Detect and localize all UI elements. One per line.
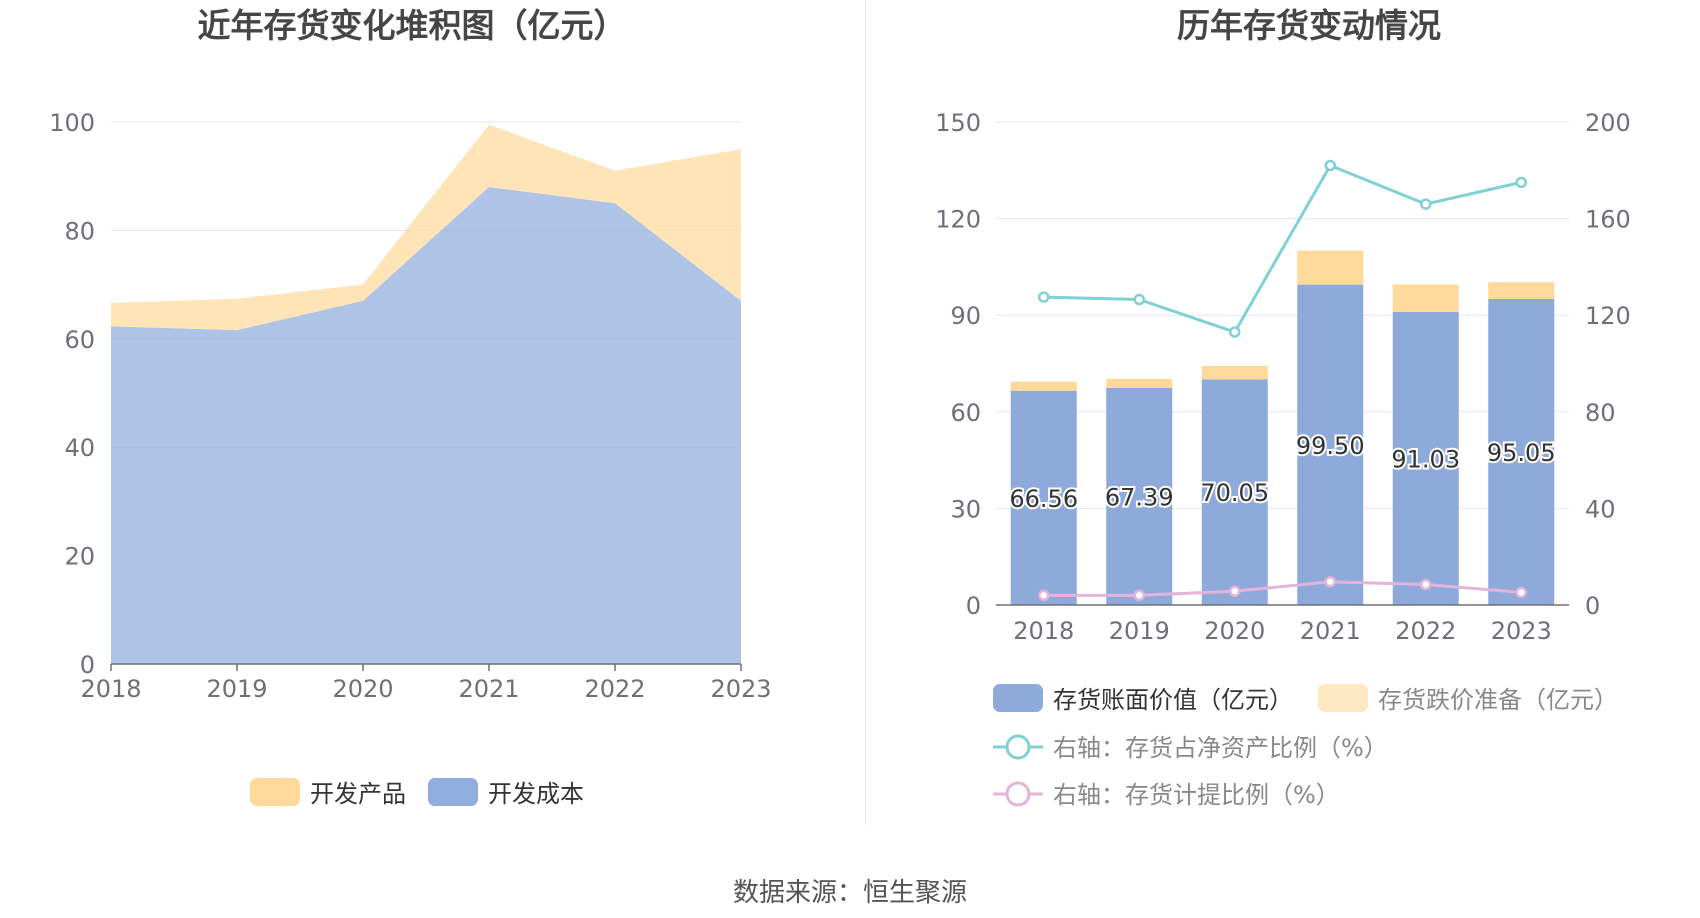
x-tick-label: 2022: [1395, 617, 1456, 645]
line-point: [1420, 198, 1432, 210]
y-left-tick-label: 60: [950, 399, 981, 427]
line-series-1: [1043, 580, 1522, 597]
bar-chart-legend[interactable]: 存货账面价值（亿元） 存货跌价准备（亿元） 右轴：存货占净资产比例（%） 右轴：存货计…: [993, 684, 1618, 809]
x-tick-label: 2022: [584, 675, 645, 703]
y-left-tick-label: 30: [950, 495, 981, 523]
legend-label: 开发成本: [488, 780, 584, 808]
y-left-tick-label: 150: [935, 109, 981, 137]
x-tick-label: 2019: [1109, 617, 1170, 645]
line-point: [1324, 576, 1336, 588]
y-right-tick-label: 80: [1585, 399, 1616, 427]
line-point: [1229, 326, 1241, 338]
y-right-tick-label: 120: [1585, 302, 1631, 330]
bar-0: [1201, 379, 1268, 605]
legend-label: 存货账面价值（亿元）: [1053, 686, 1293, 714]
bar-chart-data-labels: 66.56 67.39 70.05 99.50 91.03 95.05: [1007, 430, 1557, 515]
y-right-tick-label: 160: [1585, 206, 1631, 234]
bar-0: [1010, 390, 1077, 605]
line-point: [1133, 293, 1145, 306]
bar-value-label: 95.05: [1487, 439, 1556, 467]
x-tick-label: 2018: [80, 675, 141, 703]
x-tick-label: 2023: [1491, 617, 1552, 645]
y-tick-label: 80: [64, 217, 95, 245]
legend-swatch: [993, 684, 1043, 712]
bar-1: [1392, 284, 1459, 312]
x-tick-label: 2018: [1013, 617, 1074, 645]
legend-label: 右轴：存货计提比例（%）: [1053, 781, 1340, 809]
bar-1: [1201, 365, 1268, 380]
y-tick-label: 60: [64, 326, 95, 354]
area-chart-axes: 0 20 40 60 80 100 2018 2019 2020 2021 2022 2023: [49, 109, 771, 703]
bar-1: [1010, 381, 1077, 391]
area-series-0: [111, 187, 741, 665]
y-left-tick-label: 90: [950, 302, 981, 330]
y-right-tick-label: 200: [1585, 109, 1631, 137]
area-chart-title: 近年存货变化堆积图（亿元）: [198, 6, 627, 45]
legend-swatch: [1318, 684, 1368, 712]
legend-label: 开发产品: [310, 780, 406, 808]
legend-label: 存货跌价准备（亿元）: [1378, 686, 1618, 714]
bar-value-label: 99.50: [1296, 432, 1365, 460]
area-series-1: [111, 124, 741, 331]
y-tick-label: 0: [80, 651, 95, 679]
bar-value-label: 67.39: [1105, 484, 1174, 512]
y-right-tick-label: 40: [1585, 495, 1616, 523]
x-tick-label: 2020: [332, 675, 393, 703]
y-tick-label: 40: [64, 434, 95, 462]
bar-value-label: 66.56: [1009, 485, 1078, 513]
legend-swatch: [250, 778, 300, 806]
x-tick-label: 2019: [206, 675, 267, 703]
line-point: [1515, 586, 1527, 599]
bar-chart-grid: [996, 121, 1569, 509]
x-tick-label: 2023: [710, 675, 771, 703]
x-tick-label: 2021: [458, 675, 519, 703]
y-left-tick-label: 0: [966, 592, 981, 620]
area-chart: 近年存货变化堆积图（亿元） 0 20 40 60 80 100 2018 2019 2020 20…: [49, 6, 771, 808]
line-point: [1038, 589, 1050, 602]
line-point: [1229, 585, 1241, 597]
legend-swatch: [428, 778, 478, 806]
bar-1: [1297, 250, 1364, 285]
area-chart-series: [111, 124, 741, 665]
bar-1: [1106, 378, 1173, 389]
panel-divider: [865, 0, 866, 825]
data-source-note: 数据来源：恒生聚源: [732, 878, 967, 908]
line-point: [1133, 589, 1145, 602]
line-point: [1324, 159, 1336, 172]
line-point: [1038, 291, 1050, 303]
bar-chart-bars: [1010, 250, 1555, 605]
line-series-0: [1043, 163, 1522, 334]
y-right-tick-label: 0: [1585, 592, 1600, 620]
bar-0: [1106, 388, 1173, 605]
y-tick-label: 20: [64, 543, 95, 571]
line-point: [1420, 578, 1432, 591]
bar-0: [1488, 298, 1555, 605]
bar-chart-lines: [1038, 159, 1527, 602]
legend-label: 右轴：存货占净资产比例（%）: [1053, 734, 1388, 762]
bar-chart-axes: 0 30 60 90 120 150 0 40 80 120 160 200 2018 2019 2020 2…: [935, 109, 1631, 645]
x-tick-label: 2021: [1300, 617, 1361, 645]
line-point: [1515, 176, 1527, 189]
bar-1: [1488, 282, 1555, 299]
y-tick-label: 100: [49, 109, 95, 137]
bar-chart-title: 历年存货变动情况: [1177, 6, 1441, 45]
bar-0: [1297, 284, 1364, 605]
y-left-tick-label: 120: [935, 206, 981, 234]
bar-value-label: 70.05: [1200, 479, 1269, 507]
bar-value-label: 91.03: [1391, 445, 1460, 473]
bar-0: [1392, 311, 1459, 605]
legend-marker: [1005, 781, 1031, 807]
area-chart-legend[interactable]: 开发产品 开发成本: [250, 778, 584, 808]
legend-marker: [1005, 734, 1031, 760]
x-tick-label: 2020: [1204, 617, 1265, 645]
